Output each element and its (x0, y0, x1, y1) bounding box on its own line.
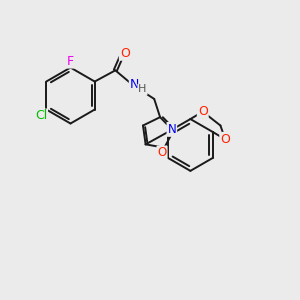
Text: O: O (120, 47, 130, 60)
Text: O: O (198, 105, 208, 118)
Text: O: O (220, 133, 230, 146)
Text: Cl: Cl (35, 110, 47, 122)
Text: N: N (130, 78, 139, 91)
Text: H: H (138, 85, 147, 94)
Text: F: F (67, 55, 74, 68)
Text: O: O (158, 146, 166, 160)
Text: N: N (167, 123, 176, 136)
